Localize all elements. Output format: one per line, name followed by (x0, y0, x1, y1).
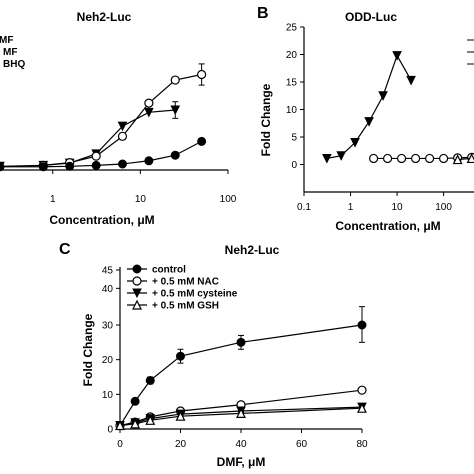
panel-b-y-tick-label: 20 (286, 50, 298, 61)
panel-c-series-4-point (145, 414, 156, 425)
panel-c-legend-marker (132, 276, 142, 286)
panel-c-series-1-point (357, 320, 367, 330)
panel-b-series-1-point (406, 75, 416, 86)
panel-a-x-label: Concentration, μM (49, 213, 154, 227)
panel-b-series-1-point (322, 153, 332, 164)
panel-c-y-tick-label: 30 (102, 321, 114, 332)
panel-a-x-tick-label: 1 (50, 194, 56, 205)
panel-c-y-tick-label: 40 (102, 284, 114, 295)
panel-a-series-1-point (170, 105, 181, 116)
panel-b-series-2-point (396, 153, 407, 164)
panel-b: B ODD-Luc 0 5 10 15 20 25 0.1 1 10 100 Fold Chan… (257, 5, 474, 233)
panel-c-series-4-point (236, 408, 246, 418)
panel-c-title: Neh2-Luc (225, 243, 280, 257)
panel-c-y-tick-label: 10 (102, 390, 114, 401)
panel-c-series-1-point (176, 351, 185, 361)
panel-c-series-2-point (357, 385, 367, 395)
panel-b-y-tick-label: 0 (291, 160, 297, 171)
panel-a-series-3-point (197, 136, 207, 146)
panel-c-legend-marker (132, 288, 142, 299)
panel-a-series-2-point (197, 69, 207, 80)
panel-a-series-2-point (91, 151, 101, 161)
panel-a-x-tick-label: 10 (135, 194, 147, 205)
panel-c-x-tick-label: 20 (175, 439, 187, 450)
panel-a-series-3-point (144, 156, 154, 166)
panel-b-series-2-point (382, 153, 393, 164)
panel-a-series-3-point (91, 160, 101, 170)
panel-c-legend-marker (132, 264, 142, 274)
panel-c-series-1-line (119, 324, 363, 426)
panel-b-title: ODD-Luc (345, 10, 397, 24)
panel-b-y-label: Fold Change (259, 83, 273, 156)
panel-a-series-2-point (170, 75, 180, 85)
panel-a-series-2-point (117, 131, 128, 141)
panel-c-series-1-point (145, 375, 155, 385)
panel-c-y-label: Fold Change (81, 313, 95, 386)
panel-b-x-label: Concentration, μM (335, 219, 440, 233)
panel-c-legend-marker (132, 299, 142, 310)
panel-c-legend-label: + 0.5 mM cysteine (152, 289, 238, 300)
panel-c-letter: C (59, 241, 71, 258)
panel-c-series-1-point (130, 396, 140, 406)
panel-b-x-tick-label: 0.1 (297, 202, 311, 213)
panel-a-legend-label-2: MF (3, 47, 17, 58)
panel-b-letter: B (257, 5, 269, 22)
panel-c-x-tick-label: 0 (117, 439, 123, 450)
panel-c-legend-label: control (152, 265, 186, 276)
panel-c-y-tick-label: 45 (102, 266, 114, 277)
panel-a-series-1-point (117, 121, 128, 132)
panel-b-series-2-point (424, 153, 435, 164)
panel-b-series-1-point (336, 151, 347, 161)
panel-c-x-tick-label: 40 (235, 439, 247, 450)
panel-c-series-4-point (357, 402, 367, 413)
panel-c-series-4-point (175, 410, 186, 421)
panel-b-y-tick-label: 25 (286, 23, 298, 34)
panel-c-series-4-point (115, 420, 125, 431)
panel-b-series-2-point (439, 153, 449, 164)
panel-b-series-1-point (350, 138, 360, 148)
panel-b-x-tick-label: 100 (435, 202, 452, 213)
panel-c-y-tick-label: 0 (107, 425, 113, 436)
panel-c-x-tick-label: 60 (296, 439, 308, 450)
panel-a-series-3-point (65, 161, 75, 171)
panel-b-x-tick-label: 1 (348, 202, 354, 213)
panel-b-series-1-line (326, 54, 412, 160)
panel-a-series-1-point (144, 107, 154, 118)
panel-c-x-tick-label: 80 (356, 439, 368, 450)
panel-c-series-1-point (236, 337, 246, 347)
panel-c-y-tick-label: 20 (102, 355, 114, 366)
panel-a-legend-label-1: MF (0, 35, 13, 46)
panel-b-y-tick-label: 5 (291, 133, 297, 144)
panel-a-title: Neh2-Luc (77, 10, 132, 24)
panel-a-series-3-point (170, 150, 180, 160)
panel-c: C Neh2-Luc 0 10 20 30 40 45 0 20 40 60 80 control… (59, 241, 368, 469)
panel-a-series-3-point (0, 162, 5, 172)
panel-b-y-tick-label: 10 (286, 105, 298, 116)
panel-a-series-3-point (117, 159, 127, 169)
panel-c-x-label: DMF, μM (217, 455, 266, 469)
panel-b-series-2-point (410, 153, 421, 164)
panel-a-series-3-point (38, 162, 48, 172)
panel-b-series-1-point (378, 91, 388, 101)
panel-a: Neh2-Luc MF MF BHQ 1 10 100 Concentration,… (0, 10, 237, 227)
panel-b-x-tick-label: 10 (392, 202, 404, 213)
panel-a-x-tick-label: 100 (220, 194, 237, 205)
panel-b-series-1-point (392, 51, 402, 61)
panel-b-series-3-point (452, 154, 463, 165)
panel-b-y-tick-label: 15 (286, 78, 298, 89)
panel-a-series-2-point (144, 98, 154, 108)
panel-c-legend-label: + 0.5 mM NAC (152, 277, 219, 288)
panel-a-legend-label-3: BHQ (3, 59, 25, 70)
panel-c-legend-label: + 0.5 mM GSH (152, 301, 219, 312)
panel-b-series-1-point (364, 117, 374, 127)
panel-c-series-4-point (130, 418, 141, 429)
panel-b-series-2-point (368, 153, 379, 164)
